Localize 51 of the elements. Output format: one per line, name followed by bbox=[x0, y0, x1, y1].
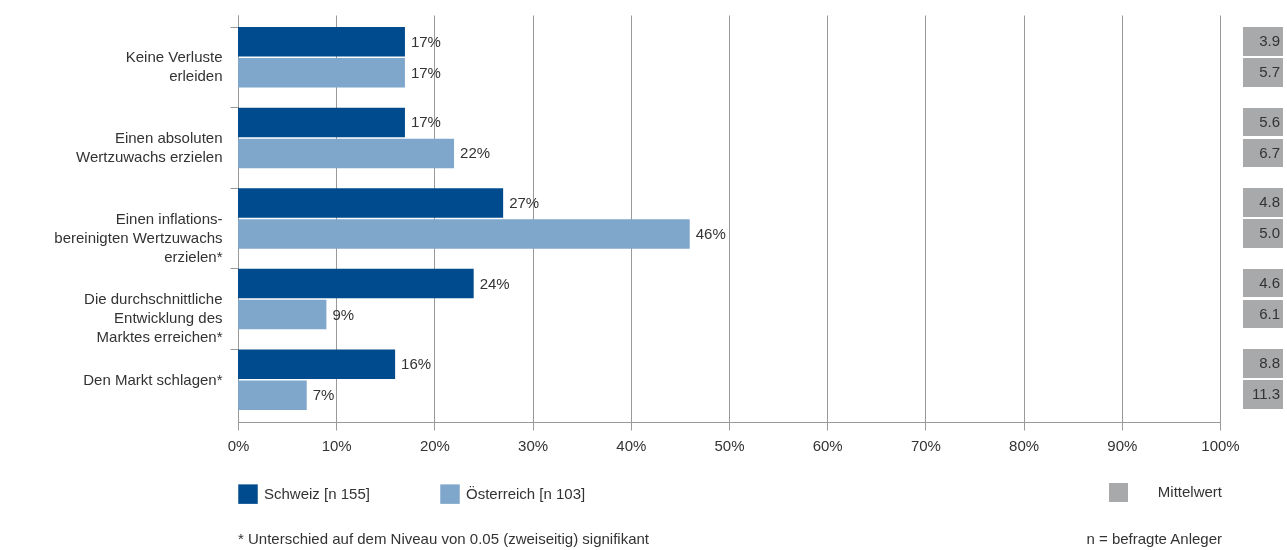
text: 5.0 bbox=[1243, 219, 1283, 248]
text: 8.8 bbox=[1243, 349, 1283, 378]
x-tick-label: 40% bbox=[616, 436, 647, 454]
text: 5.7 bbox=[1243, 58, 1283, 87]
bar bbox=[238, 380, 307, 410]
x-tick-label: 0% bbox=[227, 436, 250, 454]
y-tick-label: Einen absoluten Wertzuwachs erzielen bbox=[76, 128, 223, 165]
bar bbox=[238, 107, 405, 138]
bar bbox=[238, 349, 396, 379]
bar bbox=[238, 27, 405, 57]
bar bbox=[238, 188, 504, 218]
legend-label: Österreich [n 103] bbox=[466, 485, 586, 503]
bar bbox=[238, 58, 405, 88]
text: 6.7 bbox=[1243, 138, 1283, 168]
x-tick-label: 70% bbox=[910, 436, 941, 454]
x-tick-label: 30% bbox=[518, 436, 549, 454]
text: * Unterschied auf dem Niveau von 0.05 (zweiseitig) signifikant bbox=[238, 530, 650, 547]
text: 6.1 bbox=[1243, 299, 1283, 329]
data-label: 7% bbox=[312, 386, 335, 404]
data-label: 9% bbox=[332, 305, 355, 323]
data-label: 24% bbox=[479, 274, 510, 292]
x-tick-label: 100% bbox=[1201, 436, 1240, 454]
x-tick-label: 10% bbox=[321, 436, 352, 454]
text: Mittelwert bbox=[1157, 483, 1222, 500]
data-label: 17% bbox=[410, 63, 441, 81]
data-label: 16% bbox=[401, 355, 432, 373]
text: 5.6 bbox=[1243, 107, 1283, 137]
y-tick-label: Keine Verluste erleiden bbox=[125, 48, 223, 85]
data-label: 17% bbox=[410, 113, 441, 131]
data-label: 17% bbox=[410, 32, 441, 50]
x-tick-label: 60% bbox=[812, 436, 843, 454]
text: 4.8 bbox=[1243, 188, 1283, 217]
text: n = befragte Anleger bbox=[1086, 530, 1222, 547]
legend-label: Schweiz [n 155] bbox=[264, 485, 370, 503]
y-tick-label: Die durchschnittliche Entwicklung des Marktes erreichen* bbox=[84, 290, 223, 346]
y-tick-label: Den Markt schlagen* bbox=[83, 370, 223, 388]
bar bbox=[238, 268, 474, 299]
data-label: 46% bbox=[695, 225, 726, 242]
y-tick-label: Einen inflations- bereinigten Wertzuwachs erzielen* bbox=[54, 209, 223, 265]
x-tick-label: 50% bbox=[714, 436, 745, 454]
bar bbox=[238, 138, 455, 169]
x-tick-label: 80% bbox=[1009, 436, 1040, 454]
x-tick-label: 20% bbox=[419, 436, 450, 454]
bar bbox=[238, 299, 327, 330]
bar bbox=[238, 219, 690, 249]
x-tick-label: 90% bbox=[1107, 436, 1138, 454]
text: 3.9 bbox=[1243, 27, 1283, 56]
text: 11.3 bbox=[1243, 380, 1283, 409]
data-label: 27% bbox=[509, 194, 540, 211]
text: 4.6 bbox=[1243, 268, 1283, 298]
data-label: 22% bbox=[460, 144, 491, 162]
